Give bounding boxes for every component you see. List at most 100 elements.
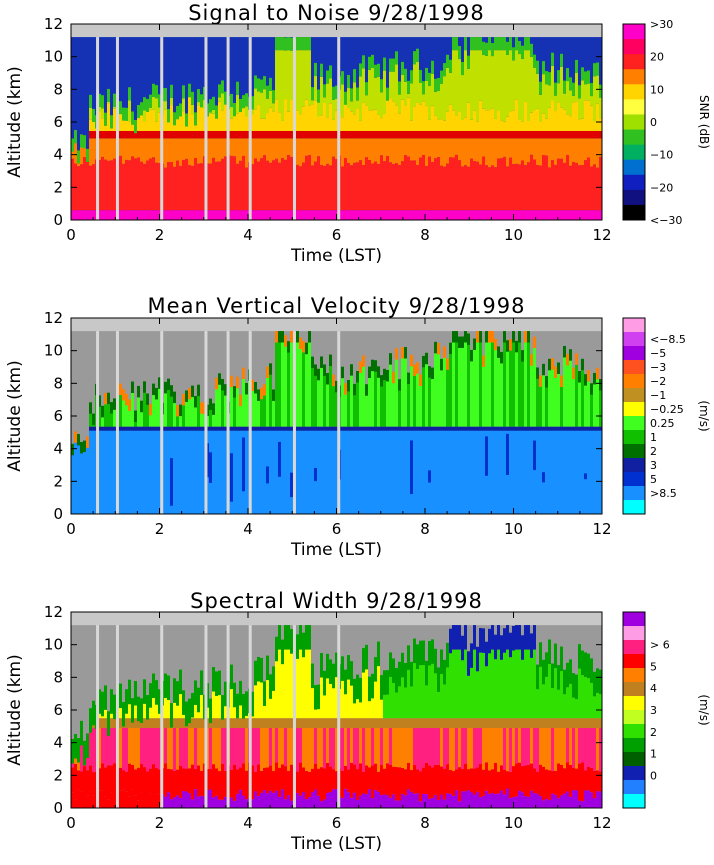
colorbar-swatch [623,766,645,781]
x-tick-label: 8 [420,226,430,244]
data-gap-5 [226,331,230,514]
y-tick-label: 0 [53,799,63,817]
x-tick-label: 8 [420,520,430,538]
no-data-region [71,24,602,38]
colorbar-label: SNR (dB) [697,95,711,149]
colorbar-swatch [623,500,645,515]
y-tick-label: 10 [44,48,63,66]
y-tick-label: 6 [53,113,63,131]
colorbar-swatch [623,54,645,70]
colorbar-tick-label: 10 [650,83,664,96]
colorbar-tick-label: >30 [650,18,673,31]
colorbar-swatch [623,710,645,725]
data-gap-5 [226,625,230,808]
colorbar-swatch [623,640,645,655]
colorbar-swatch [623,24,645,40]
colorbar-tick-label: <−8.5 [650,333,686,346]
colorbar-tick-label: 0 [650,116,657,129]
y-tick-label: 2 [53,766,63,784]
data-gap-8 [337,625,341,808]
x-axis-label: Time (LST) [290,540,382,560]
colorbar-swatch [623,114,645,131]
chart-panel-1: 0 2 4 6 8 10 12 0 2 4 6 8 10 12 Signal to Noise 9/28/1… [5,1,711,266]
colorbar-swatch [623,444,645,459]
y-tick-label: 2 [53,472,63,490]
colorbar-swatch [623,696,645,711]
data-gap-7 [292,331,296,514]
x-tick-label: 2 [155,226,165,244]
colorbar-tick-label: 2 [650,726,657,739]
y-tick-label: 0 [53,505,63,523]
y-tick-label: 4 [53,440,63,458]
colorbar-swatch [623,69,645,85]
data-gap-7 [292,625,296,808]
chart-title: Spectral Width 9/28/1998 [190,589,483,613]
colorbar-swatch [623,416,645,431]
x-tick-label: 6 [332,226,342,244]
no-data-region [71,612,602,626]
x-tick-label: 4 [243,814,253,832]
colorbar-swatch [623,129,645,146]
y-tick-label: 4 [53,146,63,164]
x-tick-label: 6 [332,814,342,832]
x-tick-label: 4 [243,520,253,538]
colorbar-frame [622,23,646,221]
data-gap-4 [204,625,208,808]
no-data-region [71,318,602,332]
colorbar-frame [622,611,646,809]
colorbar-swatch [623,99,645,115]
y-axis-label: Altitude (km) [5,360,25,472]
colorbar-swatch [623,144,645,161]
colorbar-tick-label: 20 [650,51,664,64]
colorbar-swatch [623,39,645,55]
x-tick-label: 6 [332,520,342,538]
x-tick-label: 0 [66,520,76,538]
y-axis-label: Altitude (km) [5,66,25,178]
y-tick-label: 12 [44,15,63,33]
colorbar-swatch [623,724,645,739]
colorbar-label: (m/s) [697,694,711,725]
x-tick-label: 2 [155,520,165,538]
colorbar-tick-label: 3 [650,704,657,717]
y-tick-label: 8 [53,80,63,98]
colorbar-tick-label: <−30 [650,214,682,227]
data-gap-6 [248,331,252,514]
data-gap-4 [204,37,208,220]
data-gap-3 [160,37,164,220]
colorbar-swatch [623,612,645,627]
data-gap-4 [204,331,208,514]
x-tick-label: 12 [592,814,611,832]
colorbar-tick-label: 3 [650,459,657,472]
y-tick-label: 12 [44,603,63,621]
data-gap-1 [96,37,100,220]
data-gap-3 [160,625,164,808]
x-tick-label: 10 [504,520,523,538]
heatmap-field [71,612,602,808]
chart-title: Signal to Noise 9/28/1998 [188,1,485,25]
colorbar-swatch [623,318,645,333]
colorbar-swatch [623,626,645,641]
data-gap-1 [96,625,100,808]
colorbar-swatch [623,174,645,191]
colorbar-swatch [623,794,645,809]
data-gap-5 [226,37,230,220]
colorbar-swatch [623,360,645,375]
colorbar-label: (m/s) [697,400,711,431]
y-tick-label: 0 [53,211,63,229]
y-tick-label: 10 [44,342,63,360]
x-axis-label: Time (LST) [290,834,382,854]
y-axis-label: Altitude (km) [5,654,25,766]
x-tick-label: 0 [66,226,76,244]
colorbar-tick-label: −20 [650,181,673,194]
y-tick-label: 8 [53,668,63,686]
colorbar-swatch [623,472,645,487]
y-tick-label: 12 [44,309,63,327]
colorbar-swatch [623,388,645,403]
data-gap-2 [115,37,119,220]
colorbar-swatch [623,668,645,683]
colorbar-swatch [623,402,645,417]
colorbar-tick-label: −3 [650,361,666,374]
colorbar-tick-label: 4 [650,682,657,695]
